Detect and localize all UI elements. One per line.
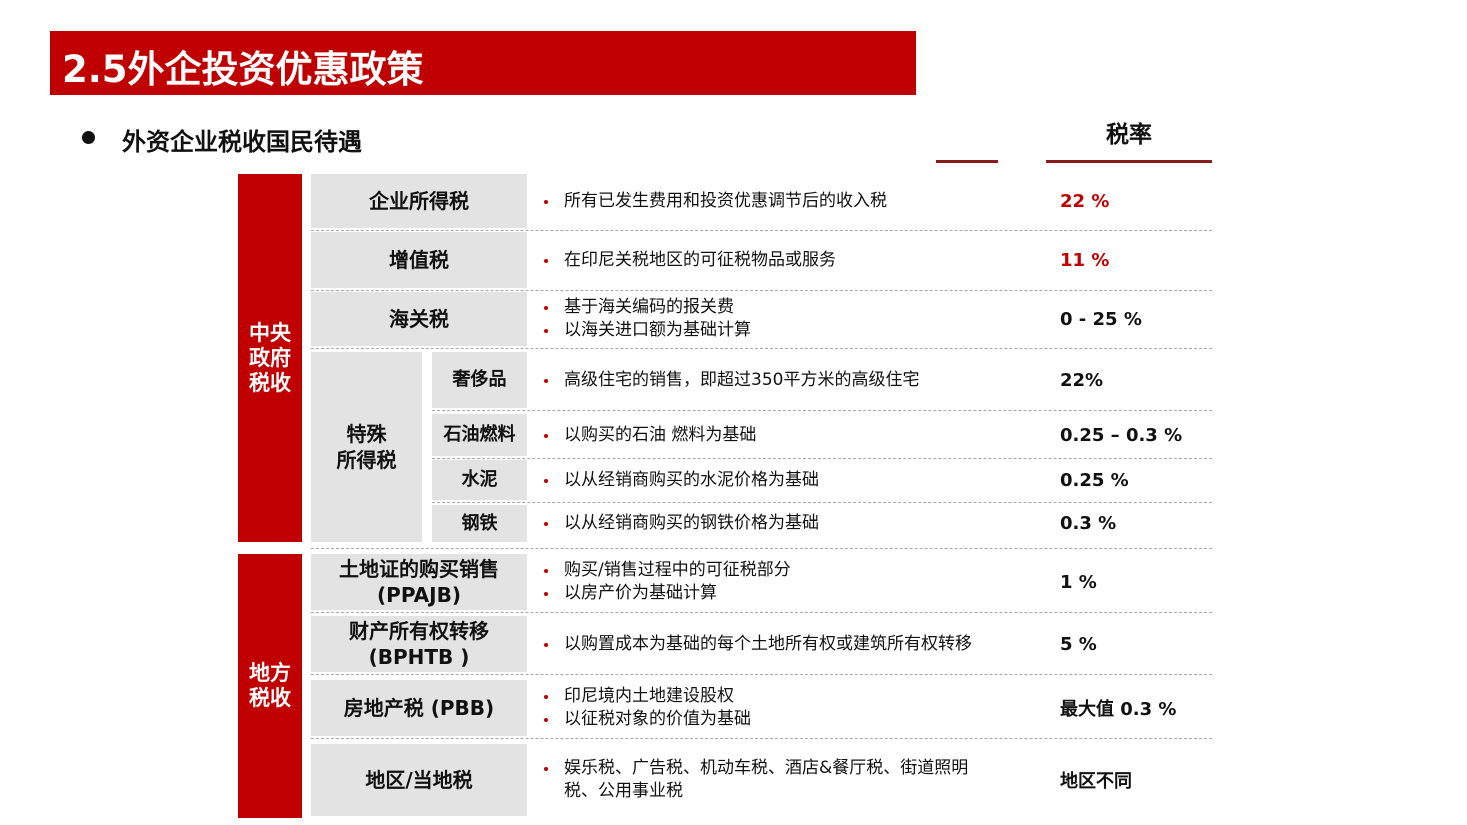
description-item: 以从经销商购买的水泥价格为基础	[540, 469, 1000, 492]
tax-rate: 22 %	[1060, 190, 1110, 212]
sub-tax-name: 石油燃料	[432, 414, 527, 456]
tax-name-box: 企业所得税	[311, 174, 527, 228]
tax-rate: 5 %	[1060, 633, 1097, 655]
description: 印尼境内土地建设股权 以征税对象的价值为基础	[540, 680, 1000, 736]
tax-name-box: 土地证的购买销售 (PPAJB)	[311, 554, 527, 610]
tax-rate: 0.25 – 0.3 %	[1060, 424, 1183, 446]
sub-tax-name: 钢铁	[432, 505, 527, 542]
description-item: 购买/销售过程中的可征税部分	[540, 559, 1000, 582]
description: 在印尼关税地区的可征税物品或服务	[540, 232, 1000, 288]
description-item: 以从经销商购买的钢铁价格为基础	[540, 512, 1000, 535]
description-item: 基于海关编码的报关费	[540, 296, 1000, 319]
description: 购买/销售过程中的可征税部分 以房产价为基础计算	[540, 554, 1000, 610]
tax-rate: 11 %	[1060, 249, 1110, 271]
title-bar: 2.5外企投资优惠政策	[50, 31, 916, 95]
tax-rate: 0.25 %	[1060, 469, 1129, 491]
row-separator	[311, 738, 1212, 739]
tax-name-box: 增值税	[311, 232, 527, 288]
row-separator	[311, 290, 1212, 291]
description-item: 娱乐税、广告税、机动车税、酒店&餐厅税、街道照明税、公用事业税	[540, 757, 1000, 803]
row-separator	[432, 502, 1212, 503]
header-rule	[1046, 160, 1212, 163]
tax-name: 房地产税 (PBB)	[343, 696, 495, 720]
tax-rate: 0.3 %	[1060, 513, 1117, 534]
tax-name-box: 特殊 所得税	[311, 352, 422, 542]
bullet-text: 外资企业税收国民待遇	[122, 128, 362, 156]
description-item: 印尼境内土地建设股权	[540, 685, 1000, 708]
tax-name-box: 海关税	[311, 292, 527, 346]
description: 以购买的石油 燃料为基础	[540, 414, 1000, 456]
rate-header: 税率	[1106, 122, 1152, 148]
description: 所有已发生费用和投资优惠调节后的收入税	[540, 174, 1000, 228]
description: 以从经销商购买的水泥价格为基础	[540, 460, 1000, 500]
header-rule	[936, 160, 998, 163]
description-item: 以购置成本为基础的每个土地所有权或建筑所有权转移	[540, 633, 1000, 656]
description-item: 以购买的石油 燃料为基础	[540, 424, 1000, 447]
tax-name: 土地证的购买销售	[339, 557, 499, 581]
tax-rate: 1 %	[1060, 571, 1097, 593]
row-separator	[432, 458, 1212, 459]
sub-tax-name: 奢侈品	[432, 352, 527, 408]
description: 基于海关编码的报关费 以海关进口额为基础计算	[540, 292, 1000, 346]
description-item: 高级住宅的销售，即超过350平方米的高级住宅	[540, 369, 1000, 392]
tax-name: 企业所得税	[369, 189, 469, 213]
group-label-box: 中央政府税收	[238, 174, 302, 542]
tax-name: 所得税	[336, 448, 397, 472]
bullet-dot	[82, 131, 95, 144]
tax-rate: 22%	[1060, 369, 1104, 391]
tax-name: 特殊	[346, 422, 387, 446]
group-label: 中央政府税收	[249, 320, 291, 395]
group-label-box: 地方税收	[238, 554, 302, 818]
description: 以购置成本为基础的每个土地所有权或建筑所有权转移	[540, 616, 1000, 672]
description-item: 所有已发生费用和投资优惠调节后的收入税	[540, 190, 1000, 213]
tax-name-box: 财产所有权转移 (BPHTB )	[311, 616, 527, 672]
description-item: 以海关进口额为基础计算	[540, 319, 1000, 342]
row-separator	[311, 612, 1212, 613]
tax-name-box: 地区/当地税	[311, 744, 527, 816]
tax-name: (BPHTB )	[368, 645, 470, 669]
tax-name: 海关税	[389, 307, 449, 331]
tax-rate: 0 - 25 %	[1060, 308, 1142, 330]
tax-name-box: 房地产税 (PBB)	[311, 680, 527, 736]
description: 娱乐税、广告税、机动车税、酒店&餐厅税、街道照明税、公用事业税	[540, 744, 1000, 816]
row-separator	[311, 230, 1212, 231]
tax-name: 财产所有权转移	[349, 619, 489, 643]
description-item: 以征税对象的价值为基础	[540, 708, 1000, 731]
row-separator	[432, 410, 1212, 411]
tax-name: (PPAJB)	[377, 583, 461, 607]
description-item: 在印尼关税地区的可征税物品或服务	[540, 249, 1000, 272]
group-label: 地方税收	[249, 661, 291, 710]
tax-name: 地区/当地税	[365, 768, 473, 792]
row-separator	[311, 548, 1212, 549]
description: 高级住宅的销售，即超过350平方米的高级住宅	[540, 352, 1000, 408]
tax-rate: 地区不同	[1060, 771, 1132, 792]
title: 2.5外企投资优惠政策	[62, 48, 424, 91]
row-separator	[311, 674, 1212, 675]
row-separator	[311, 348, 1212, 349]
tax-rate: 最大值 0.3 %	[1060, 699, 1177, 720]
tax-name: 增值税	[389, 248, 449, 272]
description-item: 以房产价为基础计算	[540, 582, 1000, 605]
description: 以从经销商购买的钢铁价格为基础	[540, 505, 1000, 542]
sub-tax-name: 水泥	[432, 460, 527, 500]
